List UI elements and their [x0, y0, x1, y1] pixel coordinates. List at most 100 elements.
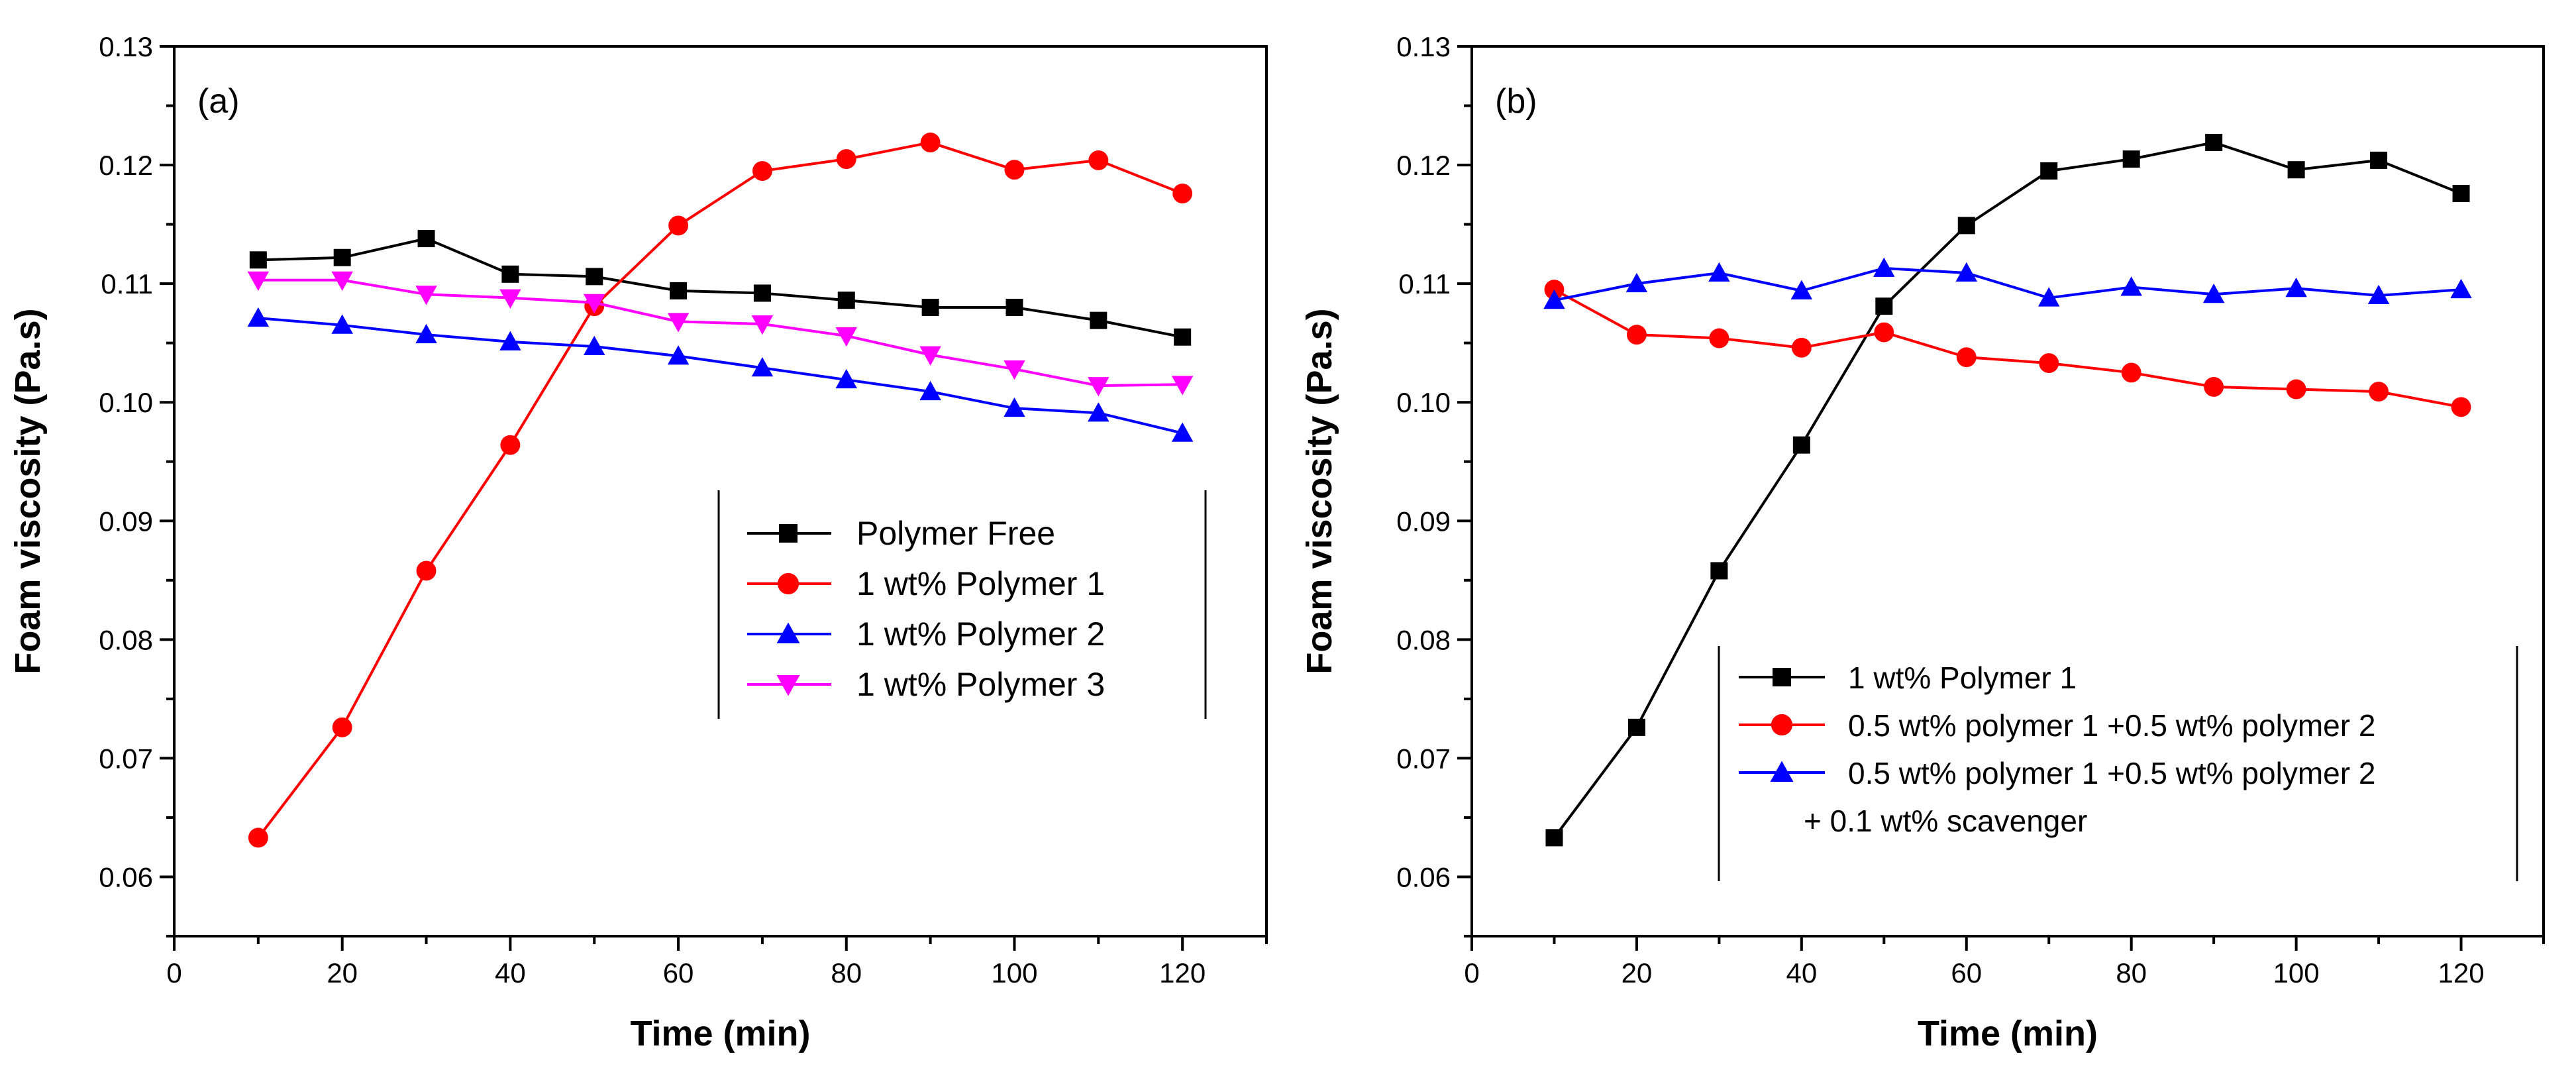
a-x-tick-label: 0	[166, 957, 181, 989]
panel-b-chart: 0 20 40 60 80 100 120 0.06 0.07 0.08 0.09 0.10 0.11 0…	[1300, 31, 2545, 1053]
a-series-2-point	[247, 307, 270, 327]
a-series-2-point	[1088, 402, 1109, 422]
panel-a-chart: 0 20 40 60 80 100 120 0.06 0.07 0.08 0.09 0.10 0.11 0…	[8, 31, 1268, 1053]
a-series-1-point	[332, 717, 352, 737]
b-series-2-point	[1708, 262, 1730, 282]
a-y-tick-label: 0.11	[101, 268, 153, 299]
a-y-tick-label: 0.06	[99, 861, 153, 892]
a-series-0-point	[417, 230, 435, 248]
a-y-tick-label: 0.12	[99, 150, 153, 181]
a-series-1-point	[248, 828, 268, 848]
b-y-tick-label: 0.08	[1396, 624, 1451, 655]
a-series-0-point	[921, 298, 939, 316]
b-y-tick-label: 0.10	[1396, 387, 1451, 418]
a-series-1-point	[416, 561, 437, 581]
a-series-1-point	[752, 161, 772, 181]
a-x-axis-title: Time (min)	[630, 1014, 810, 1053]
b-series-1-point	[1791, 337, 1812, 358]
a-series-0-point	[753, 284, 771, 302]
b-series-0-point	[2040, 162, 2058, 180]
b-y-tick-label: 0.09	[1396, 506, 1451, 537]
a-x-tick-label: 40	[495, 957, 526, 989]
b-legend-note: + 0.1 wt% scavenger	[1804, 804, 2087, 838]
a-plot-frame	[173, 45, 1268, 937]
b-series-0-point	[2122, 150, 2140, 168]
a-series-2-point	[415, 323, 437, 344]
b-series-1-line	[1553, 288, 2461, 409]
a-series-3-point	[331, 271, 353, 292]
b-series-0-point	[1957, 217, 1975, 235]
b-y-axis-title: Foam viscosity (Pa.s)	[1300, 308, 1339, 674]
a-y-tick-label: 0.13	[99, 31, 153, 62]
a-series-2-point	[835, 368, 858, 389]
b-series-2-point	[2120, 276, 2142, 296]
b-x-tick-label: 120	[2438, 957, 2484, 989]
a-y-tick-label: 0.08	[99, 624, 153, 655]
a-x-tick-label: 20	[327, 957, 358, 989]
a-series-3-point	[247, 271, 270, 292]
b-x-tick-label: 20	[1622, 957, 1653, 989]
b-y-tick-label: 0.11	[1398, 268, 1451, 299]
a-series-2-point	[667, 345, 690, 365]
b-series-1-point	[1709, 328, 1729, 348]
a-series-3-point	[1088, 377, 1109, 397]
a-series-3-point	[835, 327, 858, 347]
a-series-3-point	[1004, 360, 1025, 380]
b-legend-label: 0.5 wt% polymer 1 +0.5 wt% polymer 2	[1848, 708, 2375, 743]
a-x-tick-label: 120	[1159, 957, 1206, 989]
a-x-tick-label: 80	[831, 957, 862, 989]
a-series-1-point	[920, 133, 941, 152]
b-series-1-point	[2451, 397, 2471, 417]
a-series-0-line	[258, 237, 1183, 339]
a-legend-label: 1 wt% Polymer 2	[856, 615, 1105, 653]
b-series-1-point	[1626, 325, 1647, 345]
a-legend-swatch-marker	[779, 524, 798, 543]
b-legend-swatch-marker	[1771, 714, 1793, 736]
b-legend-swatch-marker	[1773, 668, 1791, 686]
b-x-tick-label: 40	[1786, 957, 1817, 989]
a-x-tick-label: 60	[663, 957, 694, 989]
b-series-2-point	[1543, 289, 1565, 309]
b-series-1-point	[2121, 362, 2141, 383]
a-series-1-point	[1088, 150, 1109, 170]
a-legend-swatch-marker	[777, 572, 799, 595]
a-series-0-point	[333, 248, 351, 266]
a-series-3-point	[667, 313, 690, 333]
b-series-0-point	[1710, 562, 1728, 580]
b-series-0-point	[1545, 829, 1563, 847]
a-series-1-point	[1172, 184, 1193, 203]
b-series-2-line	[1554, 266, 2461, 302]
b-x-tick-label: 60	[1951, 957, 1982, 989]
a-series-0-point	[837, 292, 855, 309]
b-series-0-point	[1792, 436, 1810, 454]
b-legend-swatch-marker	[1770, 761, 1794, 782]
b-x-tick-label: 80	[2116, 957, 2147, 989]
b-legend-label: 0.5 wt% polymer 1 +0.5 wt% polymer 2	[1848, 756, 2375, 790]
a-series-2-line	[258, 317, 1183, 435]
b-series-1-point	[2204, 376, 2224, 397]
a-x-tick-label: 100	[991, 957, 1037, 989]
b-series-0-line	[1553, 140, 2462, 839]
b-series-0-point	[2205, 134, 2223, 152]
b-series-2-point	[2202, 283, 2225, 303]
a-legend-swatch-marker	[776, 675, 800, 696]
a-series-1-line	[257, 140, 1183, 839]
a-series-3-point	[415, 286, 437, 305]
a-series-3-point	[1171, 376, 1194, 396]
b-legend-label: 1 wt% Polymer 1	[1848, 661, 2077, 695]
b-series-1-point	[2369, 382, 2389, 402]
a-y-tick-label: 0.07	[99, 743, 153, 774]
b-y-tick-label: 0.13	[1396, 31, 1451, 62]
b-y-tick-label: 0.06	[1396, 861, 1451, 892]
b-x-axis-title: Time (min)	[1918, 1014, 2098, 1053]
a-series-2-point	[331, 314, 353, 334]
a-series-3-point	[919, 346, 941, 366]
a-series-2-point	[1171, 422, 1194, 442]
a-series-3-point	[751, 315, 774, 335]
a-series-0-point	[1090, 311, 1108, 329]
b-series-0-point	[2452, 185, 2470, 203]
b-series-2-point	[1955, 262, 1978, 282]
a-panel-label: (a)	[197, 82, 240, 121]
a-series-0-point	[1174, 328, 1192, 346]
